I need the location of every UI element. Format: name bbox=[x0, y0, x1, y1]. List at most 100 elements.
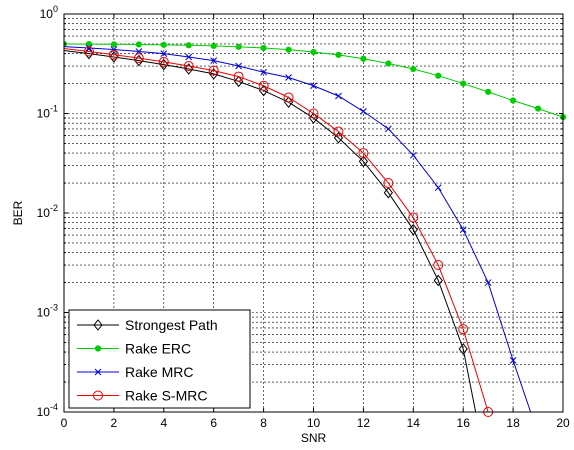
diamond-marker bbox=[383, 186, 393, 199]
legend-label: Rake S-MRC bbox=[125, 388, 207, 404]
dot-marker bbox=[460, 80, 467, 87]
x-marker-stroke bbox=[94, 368, 102, 376]
circle-marker bbox=[408, 212, 419, 223]
diamond-marker bbox=[209, 68, 219, 80]
x-marker-stroke bbox=[310, 82, 317, 90]
x-tick-label: 16 bbox=[457, 416, 471, 430]
dot-marker bbox=[335, 51, 342, 59]
legend-item-rake-s-mrc: Rake S-MRC bbox=[77, 388, 207, 404]
dot-marker bbox=[534, 105, 542, 112]
dot-marker bbox=[285, 46, 292, 53]
circle-marker bbox=[458, 324, 469, 335]
legend-item-rake-mrc: Rake MRC bbox=[77, 364, 193, 380]
y-tick-base: 10 bbox=[37, 206, 51, 220]
y-tick-exponent: -2 bbox=[50, 203, 58, 213]
y-tick-label: 10-4 bbox=[37, 402, 58, 419]
circle-marker bbox=[208, 65, 219, 76]
diamond-marker bbox=[93, 319, 103, 331]
x-marker bbox=[94, 368, 102, 376]
x-marker-stroke bbox=[459, 226, 467, 234]
x-tick-label: 18 bbox=[506, 416, 520, 430]
dot-marker bbox=[210, 42, 217, 49]
dot-marker bbox=[410, 65, 417, 73]
x-marker-stroke bbox=[260, 68, 267, 76]
x-marker-stroke bbox=[434, 184, 442, 191]
legend-label: Rake ERC bbox=[125, 341, 191, 357]
dot-marker bbox=[135, 41, 142, 48]
x-marker bbox=[135, 48, 143, 55]
x-tick-label: 20 bbox=[556, 416, 570, 430]
legend-box bbox=[68, 309, 251, 409]
circle-marker bbox=[383, 178, 394, 189]
diamond-marker bbox=[458, 343, 468, 355]
x-marker bbox=[360, 108, 367, 115]
series-rake-s-mrc bbox=[64, 46, 494, 417]
x-marker bbox=[384, 125, 392, 133]
y-axis-label: BER bbox=[11, 200, 25, 225]
series-line-rake-mrc bbox=[64, 46, 532, 413]
diamond-marker bbox=[234, 75, 244, 88]
dot-marker bbox=[185, 42, 192, 49]
circle-marker bbox=[333, 126, 344, 137]
y-tick-exponent: -1 bbox=[50, 104, 58, 114]
ticks bbox=[63, 14, 564, 413]
dot-marker bbox=[94, 345, 102, 352]
x-marker bbox=[310, 82, 317, 90]
circle-marker bbox=[133, 53, 144, 64]
x-marker-stroke bbox=[185, 53, 193, 61]
x-marker-stroke bbox=[509, 357, 517, 364]
y-tick-exponent: 0 bbox=[53, 4, 58, 14]
x-marker-stroke bbox=[484, 279, 492, 286]
x-tick-label: 6 bbox=[210, 416, 217, 430]
x-tick-label: 4 bbox=[160, 416, 167, 430]
x-marker-stroke bbox=[285, 74, 292, 81]
x-marker bbox=[335, 92, 342, 100]
y-tick-label: 10-2 bbox=[37, 203, 58, 220]
series-layer bbox=[64, 40, 567, 417]
x-marker bbox=[235, 62, 243, 70]
x-tick-label: 14 bbox=[407, 416, 421, 430]
x-marker bbox=[160, 50, 168, 57]
x-marker-stroke bbox=[210, 57, 218, 64]
dot-marker bbox=[509, 97, 517, 104]
legend-item-rake-erc: Rake ERC bbox=[77, 341, 191, 357]
legend: Strongest Path Rake ERC Rake MRC Rake S-MRC bbox=[68, 309, 251, 409]
circle-marker bbox=[158, 56, 169, 67]
circle-marker bbox=[108, 49, 119, 60]
y-tick-label: 10-1 bbox=[37, 104, 58, 121]
x-marker-stroke bbox=[85, 44, 93, 52]
circle-marker bbox=[258, 80, 269, 91]
x-axis-label: SNR bbox=[301, 431, 327, 445]
x-marker bbox=[110, 46, 118, 53]
x-tick-label: 2 bbox=[111, 416, 118, 430]
x-marker bbox=[509, 357, 517, 364]
diamond-marker bbox=[333, 131, 344, 144]
x-marker-stroke bbox=[135, 48, 143, 55]
diamond-marker bbox=[408, 223, 418, 236]
circle-marker bbox=[183, 61, 194, 72]
circle-marker bbox=[433, 260, 444, 271]
x-marker bbox=[210, 57, 218, 64]
dot-marker bbox=[310, 48, 317, 56]
dot-marker bbox=[385, 60, 392, 67]
circle-marker bbox=[283, 92, 294, 103]
circle-marker bbox=[358, 148, 369, 159]
y-tick-label: 100 bbox=[40, 4, 58, 21]
x-tick-label: 12 bbox=[357, 416, 371, 430]
y-tick-base: 10 bbox=[37, 405, 51, 419]
diamond-marker bbox=[184, 63, 194, 75]
series-rake-mrc bbox=[64, 44, 532, 413]
legend-label: Strongest Path bbox=[125, 317, 218, 333]
x-marker-stroke bbox=[335, 92, 342, 100]
dot-marker bbox=[360, 55, 367, 62]
legend-item-strongest-path: Strongest Path bbox=[77, 317, 218, 333]
x-marker bbox=[459, 226, 467, 234]
x-marker bbox=[434, 184, 442, 191]
dot-marker bbox=[160, 41, 167, 48]
x-marker-stroke bbox=[360, 108, 367, 115]
circle-marker bbox=[233, 71, 244, 82]
circle-marker bbox=[308, 108, 319, 119]
circle-marker bbox=[83, 46, 94, 57]
